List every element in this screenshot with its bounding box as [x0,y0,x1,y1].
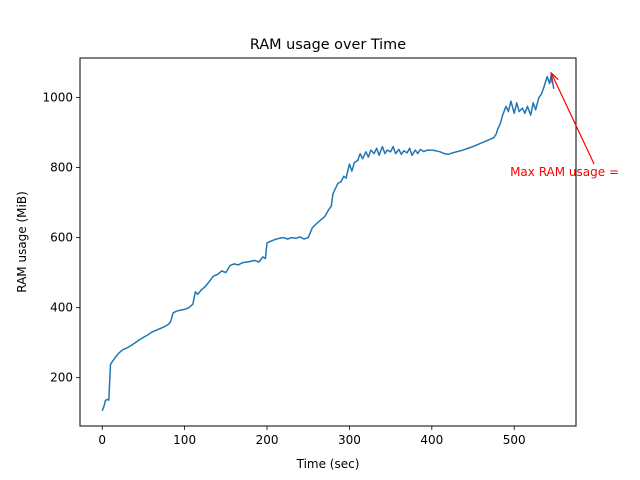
max-ram-annotation: Max RAM usage = [510,71,619,179]
y-axis: 200 400 600 800 1000 [42,91,80,385]
y-axis-label: RAM usage (MiB) [15,191,29,293]
x-axis: 0 100 200 300 400 500 [98,426,526,447]
annotation-arrow-head [550,71,559,83]
chart-title: RAM usage over Time [250,37,406,53]
y-tick-label: 1000 [42,91,73,105]
plot-area [101,74,555,412]
x-axis-label: Time (sec) [296,457,360,471]
series-line-0 [101,74,555,412]
x-tick-label: 100 [173,433,196,447]
y-tick-label: 800 [50,161,73,175]
x-tick-label: 500 [503,433,526,447]
x-tick-label: 400 [420,433,443,447]
annotation-arrow-line [550,72,595,165]
axes-frame [79,57,577,427]
x-tick-label: 200 [256,433,279,447]
x-tick-label: 300 [338,433,361,447]
y-tick-label: 200 [50,371,73,385]
y-tick-label: 400 [50,301,73,315]
x-tick-label: 0 [98,433,106,447]
y-tick-label: 600 [50,231,73,245]
annotation-label: Max RAM usage = [510,165,619,179]
